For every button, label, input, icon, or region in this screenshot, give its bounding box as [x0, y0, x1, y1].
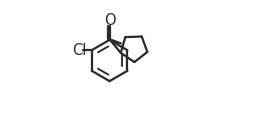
Text: Cl: Cl	[72, 43, 87, 58]
Text: O: O	[103, 13, 115, 28]
